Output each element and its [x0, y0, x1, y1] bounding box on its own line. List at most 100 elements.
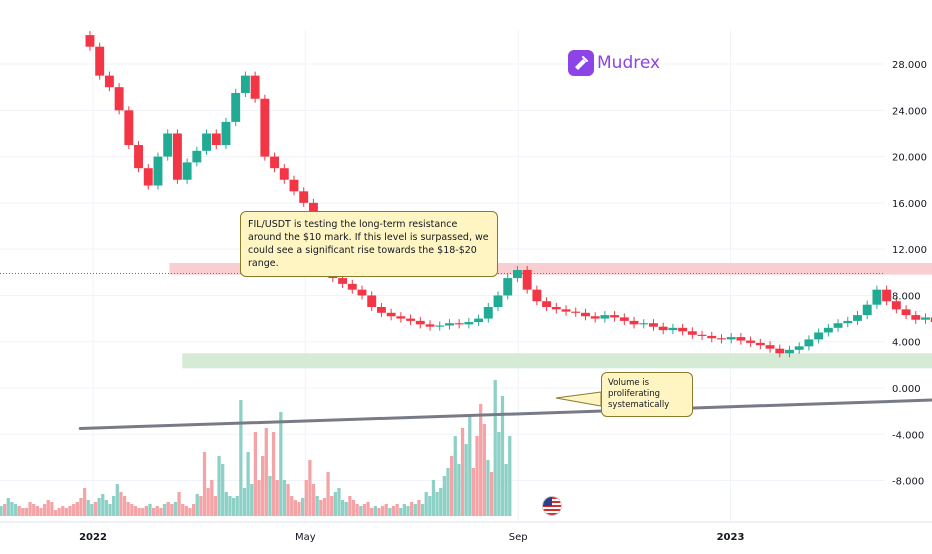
volume-bar	[228, 496, 231, 516]
volume-bar	[461, 428, 464, 516]
volume-bar	[199, 496, 202, 516]
volume-bar	[236, 496, 239, 516]
volume-bar	[370, 508, 373, 516]
candle-body	[503, 278, 512, 295]
volume-bar	[472, 468, 475, 516]
volume-bar	[286, 484, 289, 516]
candle-body	[814, 332, 823, 339]
volume-bar	[410, 502, 413, 516]
volume-bar	[366, 502, 369, 516]
volume-bar	[130, 504, 133, 516]
volume-callout-pointer	[556, 392, 601, 406]
volume-bar	[232, 498, 235, 516]
candle-body	[241, 76, 250, 93]
volume-bar	[43, 504, 46, 516]
candle-body	[688, 331, 697, 334]
candle-body	[902, 309, 911, 315]
volume-bar	[406, 506, 409, 516]
candle-body	[163, 133, 172, 156]
volume-bar	[337, 488, 340, 516]
volume-bar	[170, 504, 173, 516]
volume-bar	[196, 494, 199, 516]
volume-bar	[428, 496, 431, 516]
candle-body	[154, 157, 163, 186]
candle-body	[766, 345, 775, 348]
volume-bar	[108, 504, 111, 516]
volume-bar	[101, 494, 104, 516]
candle-body	[872, 290, 881, 305]
candle-body	[736, 337, 745, 340]
y-tick-label: 4.000	[892, 338, 921, 349]
volume-bar	[497, 432, 500, 516]
candle-body	[775, 349, 784, 354]
us-flag-icon[interactable]	[542, 496, 562, 516]
volume-bar	[279, 412, 282, 516]
candle-body	[834, 323, 843, 328]
candle-body	[115, 87, 124, 110]
y-tick-label: 28.000	[892, 60, 927, 71]
volume-bar	[356, 504, 359, 516]
volume-bar	[72, 504, 75, 516]
volume-bar	[465, 444, 468, 516]
candle-body	[406, 319, 415, 321]
candle-body	[474, 319, 483, 322]
candle-body	[270, 157, 279, 169]
candle-body	[562, 309, 571, 311]
volume-bar	[225, 492, 228, 516]
volume-bar	[494, 380, 497, 516]
volume-bar	[377, 508, 380, 516]
candle-body	[280, 168, 289, 180]
volume-bar	[137, 508, 140, 516]
volume-bar	[174, 502, 177, 516]
volume-bar	[7, 498, 10, 516]
volume-bar	[167, 502, 170, 516]
candle-body	[746, 341, 755, 343]
volume-bar	[192, 504, 195, 516]
volume-bar	[385, 504, 388, 516]
resistance-callout[interactable]: FIL/USDT is testing the long-term resist…	[240, 211, 498, 277]
candle-body	[649, 323, 658, 326]
candle-body	[95, 47, 104, 76]
volume-bar	[217, 456, 220, 516]
candle-body	[600, 315, 609, 318]
x-axis: Sep2022MaySep2023MaySep2024MaySep2025May…	[0, 522, 932, 543]
candle-body	[610, 315, 619, 317]
candle-body	[445, 323, 454, 325]
volume-bar	[203, 452, 206, 516]
volume-bar	[214, 496, 217, 516]
volume-bar	[352, 500, 355, 516]
volume-bar	[94, 502, 97, 516]
candle-body	[571, 312, 580, 313]
volume-bar	[188, 508, 191, 516]
volume-bar	[508, 436, 511, 516]
y-tick-label: 0.000	[892, 384, 921, 395]
volume-bar	[403, 504, 406, 516]
candle-body	[251, 76, 260, 99]
volume-bar	[58, 508, 61, 516]
candle-body	[824, 328, 833, 333]
mudrex-logo: Mudrex	[568, 50, 660, 76]
candle-body	[659, 327, 668, 330]
volume-bar	[14, 504, 17, 516]
volume-bar	[163, 504, 166, 516]
candle-body	[260, 99, 269, 157]
volume-bar	[388, 508, 391, 516]
volume-bar	[265, 428, 268, 516]
candle-body	[727, 337, 736, 339]
volume-callout[interactable]: Volume is proliferating systematically	[601, 372, 693, 417]
candle-body	[785, 350, 794, 353]
volume-bar	[83, 488, 86, 516]
volume-bar	[148, 504, 151, 516]
volume-bar	[435, 492, 438, 516]
volume-bar	[399, 508, 402, 516]
volume-bar	[25, 508, 28, 516]
volume-bar	[159, 508, 162, 516]
volume-bar	[446, 468, 449, 516]
volume-bar	[457, 464, 460, 516]
candle-body	[717, 338, 726, 339]
candle-body	[416, 321, 425, 324]
volume-bar	[246, 452, 249, 516]
candle-body	[542, 301, 551, 307]
volume-bar	[363, 504, 366, 516]
